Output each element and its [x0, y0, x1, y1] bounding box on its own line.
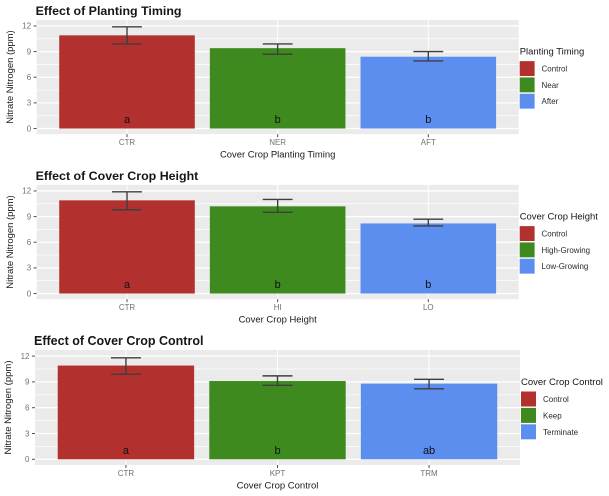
legend-title: Planting Timing [520, 47, 585, 58]
legend-swatch-after [519, 93, 535, 109]
y-tick-label: 3 [27, 99, 32, 108]
x-tick-label-NER: NER [269, 138, 286, 147]
sig-letter-HI: b [275, 279, 281, 291]
y-tick-label: 0 [27, 124, 32, 133]
plot-title: Effect of Planting Timing [36, 4, 182, 18]
y-tick-label: 6 [27, 238, 32, 247]
y-tick-label: 12 [22, 187, 31, 196]
chart-effect-of-cover-crop-height: a b b 0 3 6 9 12 CTR HI LO Cover Crop Height Nitrate… [0, 165, 609, 330]
chart-effect-of-cover-crop-control: a b ab 0 3 6 9 12 CTR KPT TRM Cover Crop Control Nit… [0, 330, 609, 496]
legend-label-low-growing: Low-Growing [542, 262, 589, 271]
x-tick-label-TRM: TRM [420, 469, 438, 478]
legend-title: Cover Crop Control [521, 377, 603, 388]
legend-label-control: Control [542, 65, 568, 74]
sig-letter-KPT: b [274, 445, 280, 457]
chart-svg-cover-crop-height: a b b 0 3 6 9 12 CTR HI LO Cover Crop Height Nitrate… [5, 169, 599, 326]
x-tick-label-CTR: CTR [119, 303, 136, 312]
y-axis-title: Nitrate Nitrogen (ppm) [3, 361, 14, 455]
y-tick-label: 12 [21, 352, 30, 361]
legend-swatch-control [521, 391, 536, 407]
chart-svg-planting-timing: a b b 0 3 6 9 12 CTR NER AFT Cover Crop Planting Ti… [5, 4, 585, 161]
sig-letter-LO: b [425, 279, 431, 291]
legend-label-after: After [542, 97, 559, 106]
legend-swatch-near [519, 77, 535, 93]
bar-LO [360, 223, 497, 294]
sig-letter-NER: b [275, 114, 281, 126]
y-tick-label: 6 [27, 73, 32, 82]
bar-CTR [59, 35, 195, 129]
x-tick-label-LO: LO [423, 303, 434, 312]
sig-letter-CTR: a [124, 114, 131, 126]
legend-label-terminate: Terminate [543, 428, 579, 437]
legend-label-control: Control [542, 230, 568, 239]
bar-KPT [209, 381, 346, 460]
y-tick-label: 0 [27, 289, 32, 298]
sig-letter-CTR: a [123, 445, 130, 457]
x-tick-label-KPT: KPT [270, 469, 286, 478]
sig-letter-CTR: a [124, 279, 131, 291]
bar-CTR [59, 200, 195, 294]
x-tick-label-CTR: CTR [118, 469, 135, 478]
legend-swatch-terminate [521, 424, 536, 440]
bar-HI [209, 206, 346, 294]
y-axis-title: Nitrate Nitrogen (ppm) [5, 195, 16, 288]
plot-title: Effect of Cover Crop Control [34, 334, 203, 348]
plot-title: Effect of Cover Crop Height [36, 169, 199, 183]
x-axis-title: Cover Crop Height [239, 315, 318, 326]
legend-label-control: Control [543, 395, 569, 404]
bar-NER [209, 48, 346, 129]
legend-swatch-control [519, 61, 535, 77]
y-axis-title: Nitrate Nitrogen (ppm) [5, 30, 16, 123]
bar-CTR [57, 365, 195, 460]
y-tick-label: 9 [25, 378, 30, 387]
y-tick-label: 9 [27, 47, 32, 56]
legend-label-near: Near [542, 81, 560, 90]
y-tick-label: 9 [27, 212, 32, 221]
sig-letter-AFT: b [425, 114, 431, 126]
x-tick-label-CTR: CTR [119, 138, 136, 147]
x-tick-label-HI: HI [274, 303, 282, 312]
legend-swatch-high-growing [519, 242, 535, 258]
legend-label-high-growing: High-Growing [542, 246, 591, 255]
bar-TRM [360, 383, 498, 460]
legend-title: Cover Crop Height [520, 212, 599, 223]
x-tick-label-AFT: AFT [421, 138, 436, 147]
y-tick-label: 3 [25, 429, 30, 438]
legend-label-keep: Keep [543, 411, 562, 420]
y-tick-label: 0 [25, 455, 30, 464]
sig-letter-TRM: ab [423, 445, 435, 457]
legend-swatch-keep [521, 407, 536, 423]
bar-AFT [360, 56, 497, 129]
y-tick-label: 12 [22, 22, 31, 31]
y-tick-label: 6 [25, 404, 30, 413]
legend-swatch-low-growing [519, 258, 535, 274]
x-axis-title: Cover Crop Control [237, 481, 319, 492]
chart-effect-of-planting-timing: a b b 0 3 6 9 12 CTR NER AFT Cover Crop Planting Ti… [0, 0, 609, 165]
legend-swatch-control [519, 226, 535, 242]
y-tick-label: 3 [27, 264, 32, 273]
x-axis-title: Cover Crop Planting Timing [220, 150, 335, 161]
